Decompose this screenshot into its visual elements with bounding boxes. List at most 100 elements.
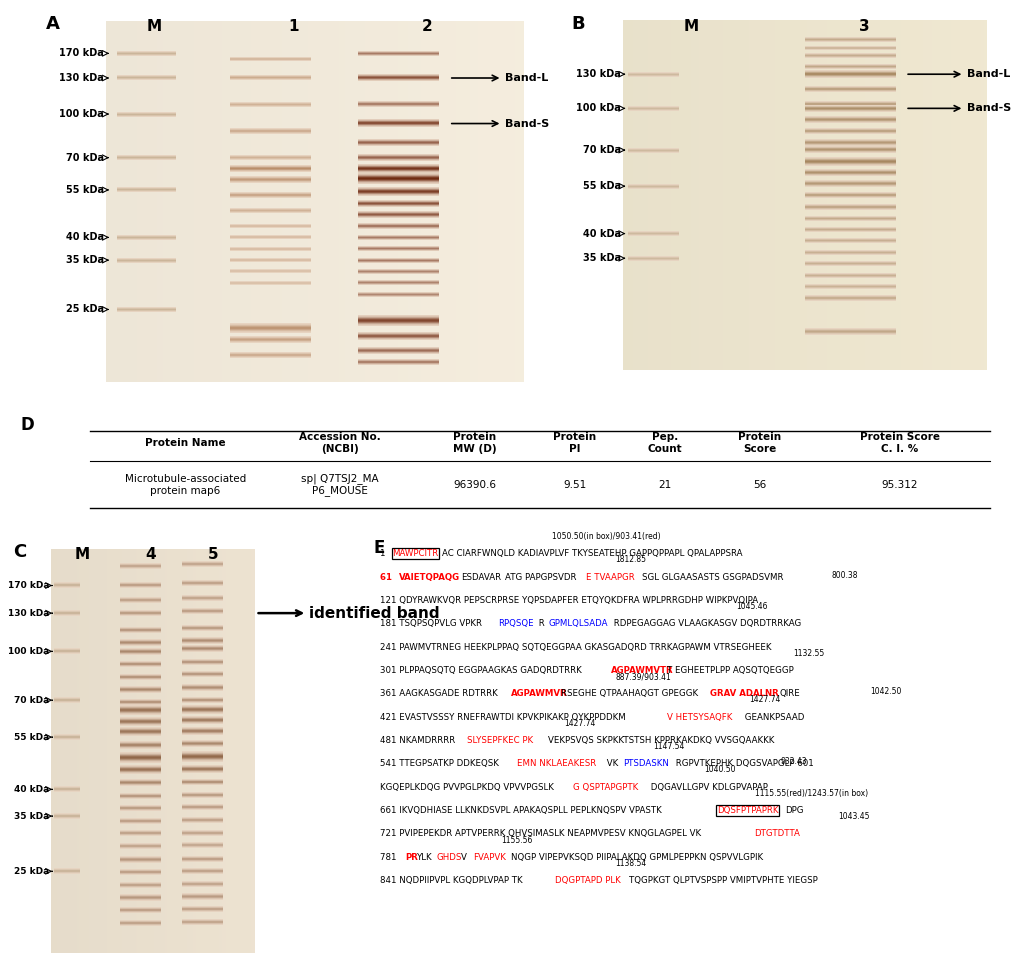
Text: 1812.85: 1812.85 [614,555,646,564]
Text: 932.43: 932.43 [780,757,807,766]
Text: 25 kDa: 25 kDa [66,305,104,315]
Text: RGPVTKEPHK DQGSVAPGLP 601: RGPVTKEPHK DQGSVAPGLP 601 [673,759,813,768]
Text: MAWPCITR: MAWPCITR [392,550,438,558]
Text: KGQEPLKDQG PVVPGLPKDQ VPVVPGSLK: KGQEPLKDQG PVVPGLPKDQ VPVVPGSLK [380,783,553,791]
Text: Band-S: Band-S [966,103,1010,114]
Text: 100 kDa: 100 kDa [8,647,49,655]
Text: 70 kDa: 70 kDa [14,695,49,705]
Text: YLK: YLK [417,853,433,862]
Text: PTSDASKN: PTSDASKN [623,759,668,768]
Text: 35 kDa: 35 kDa [583,253,621,263]
Text: B: B [571,16,584,33]
Text: DQSFPTPAPRK: DQSFPTPAPRK [716,806,777,815]
Text: ESDAVAR: ESDAVAR [461,573,500,582]
Text: 1147.54: 1147.54 [653,742,685,752]
Text: 1155.56: 1155.56 [500,835,532,845]
Text: D: D [20,417,34,434]
Text: 55 kDa: 55 kDa [14,732,49,742]
Text: DQGAVLLGPV KDLGPVAPAP: DQGAVLLGPV KDLGPVAPAP [647,783,767,791]
Text: 481 NKAMDRRRR: 481 NKAMDRRRR [380,736,458,745]
Text: Band-L: Band-L [966,69,1009,80]
Text: T EGHEETPLPP AQSQTQEGGP: T EGHEETPLPP AQSQTQEGGP [666,666,793,675]
Text: 25 kDa: 25 kDa [14,867,49,876]
Text: 21: 21 [657,480,671,489]
Text: RDPEGAGGAG VLAAGKASGV DQRDTRRKAG: RDPEGAGGAG VLAAGKASGV DQRDTRRKAG [610,619,800,628]
Text: Protein Score
C. I. %: Protein Score C. I. % [859,432,938,453]
Text: Band-S: Band-S [504,118,549,128]
Text: 55 kDa: 55 kDa [583,182,621,191]
Text: 100 kDa: 100 kDa [59,109,104,119]
Text: 130 kDa: 130 kDa [576,69,621,80]
Text: C: C [13,543,26,561]
Text: Accession No.
(NCBI): Accession No. (NCBI) [299,432,380,453]
Text: 2: 2 [422,19,432,34]
Text: 1138.54: 1138.54 [614,859,646,868]
Text: 35 kDa: 35 kDa [66,255,104,265]
Text: 1042.50: 1042.50 [869,687,901,696]
Text: 40 kDa: 40 kDa [14,785,49,794]
Text: 421 EVASTVSSSY RNEFRAWTDI KPVKPIKAKP QYKPPDDKM: 421 EVASTVSSSY RNEFRAWTDI KPVKPIKAKP QYK… [380,713,626,721]
Text: Protein
Score: Protein Score [738,432,781,453]
Text: 1050.50(in box)/903.41(red): 1050.50(in box)/903.41(red) [551,532,659,541]
Text: AGPAWMVR: AGPAWMVR [511,689,567,698]
Text: Protein
PI: Protein PI [553,432,596,453]
Text: DPG: DPG [785,806,803,815]
Text: 4: 4 [146,548,156,562]
Text: 95.312: 95.312 [880,480,917,489]
Text: GPMLQLSADA: GPMLQLSADA [548,619,607,628]
Text: 887.39/903.41: 887.39/903.41 [614,672,671,681]
Text: 1040.50: 1040.50 [704,765,736,775]
Text: M: M [74,548,90,562]
Text: EMN NKLAEAKESR: EMN NKLAEAKESR [517,759,596,768]
Text: DTGTDTTA: DTGTDTTA [753,829,799,838]
Text: 361 AAGKASGADE RDTRRK: 361 AAGKASGADE RDTRRK [380,689,497,698]
Text: 170 kDa: 170 kDa [8,581,49,590]
Text: 70 kDa: 70 kDa [583,145,621,155]
Text: AC CIARFWNQLD KADIAVPLVF TKYSEATEHP GAPPQPPAPL QPALAPPSRA: AC CIARFWNQLD KADIAVPLVF TKYSEATEHP GAPP… [442,550,742,558]
Text: GEANKPSAAD: GEANKPSAAD [741,713,803,721]
Text: E TVAAPGR: E TVAAPGR [585,573,634,582]
Text: 121 QDYRAWKVQR PEPSCRPRSE YQPSDAPFER ETQYQKDFRA WPLPRRGDHP WIPKPVQIPA: 121 QDYRAWKVQR PEPSCRPRSE YQPSDAPFER ETQ… [380,596,757,605]
Text: M: M [684,19,698,34]
Text: Protein
MW (D): Protein MW (D) [452,432,496,453]
Text: 96390.6: 96390.6 [453,480,496,489]
Text: V HETSYSAQFK: V HETSYSAQFK [666,713,732,721]
Text: 9.51: 9.51 [562,480,586,489]
Text: GHDS: GHDS [436,853,461,862]
Text: 70 kDa: 70 kDa [66,152,104,163]
Text: 40 kDa: 40 kDa [66,232,104,243]
Text: VAIETQPAQG: VAIETQPAQG [398,573,460,582]
Text: 100 kDa: 100 kDa [576,103,621,114]
Text: QIRE: QIRE [779,689,799,698]
Text: 61: 61 [380,573,394,582]
Text: 721 PVIPEPEKDR APTVPERRK QHVSIMASLK NEAPMVPESV KNQGLAGPEL VK: 721 PVIPEPEKDR APTVPERRK QHVSIMASLK NEAP… [380,829,700,838]
Text: sp| Q7TSJ2_MA
P6_MOUSE: sp| Q7TSJ2_MA P6_MOUSE [301,473,378,496]
Text: 541 TTEGPSATKP DDKEQSK: 541 TTEGPSATKP DDKEQSK [380,759,498,768]
Text: M: M [147,19,162,34]
Text: Band-L: Band-L [504,73,548,83]
Text: ATG PAPGPSVDR: ATG PAPGPSVDR [504,573,576,582]
Text: VK: VK [604,759,619,768]
Text: 1132.55: 1132.55 [793,649,824,657]
Text: DQGPTAPD PLK: DQGPTAPD PLK [554,876,620,886]
Text: 800.38: 800.38 [830,571,857,580]
Text: 841 NQDPIIPVPL KGQDPLVPAP TK: 841 NQDPIIPVPL KGQDPLVPAP TK [380,876,522,886]
Text: 1427.74: 1427.74 [564,719,595,727]
Text: 170 kDa: 170 kDa [59,49,104,58]
Text: R: R [535,619,544,628]
Text: Protein Name: Protein Name [145,438,225,448]
Text: 781: 781 [380,853,398,862]
Text: G QSPTAPGPTK: G QSPTAPGPTK [573,783,638,791]
Text: 3: 3 [858,19,869,34]
Text: GRAV ADALNR: GRAV ADALNR [710,689,779,698]
Text: 1: 1 [380,550,388,558]
Text: TQGPKGT QLPTVSPSPP VMIPTVPHTE YIEGSP: TQGPKGT QLPTVSPSPP VMIPTVPHTE YIEGSP [629,876,817,886]
Text: RSEGHE QTPAAHAQGT GPEGGK: RSEGHE QTPAAHAQGT GPEGGK [560,689,697,698]
Text: 1115.55(red)/1243.57(in box): 1115.55(red)/1243.57(in box) [755,788,867,798]
Text: 40 kDa: 40 kDa [583,228,621,239]
Text: 1043.45: 1043.45 [838,812,868,821]
Text: 181 TSQPSQPVLG VPKR: 181 TSQPSQPVLG VPKR [380,619,482,628]
Text: 35 kDa: 35 kDa [14,812,49,820]
Text: V: V [461,853,469,862]
Text: RPQSQE: RPQSQE [498,619,534,628]
